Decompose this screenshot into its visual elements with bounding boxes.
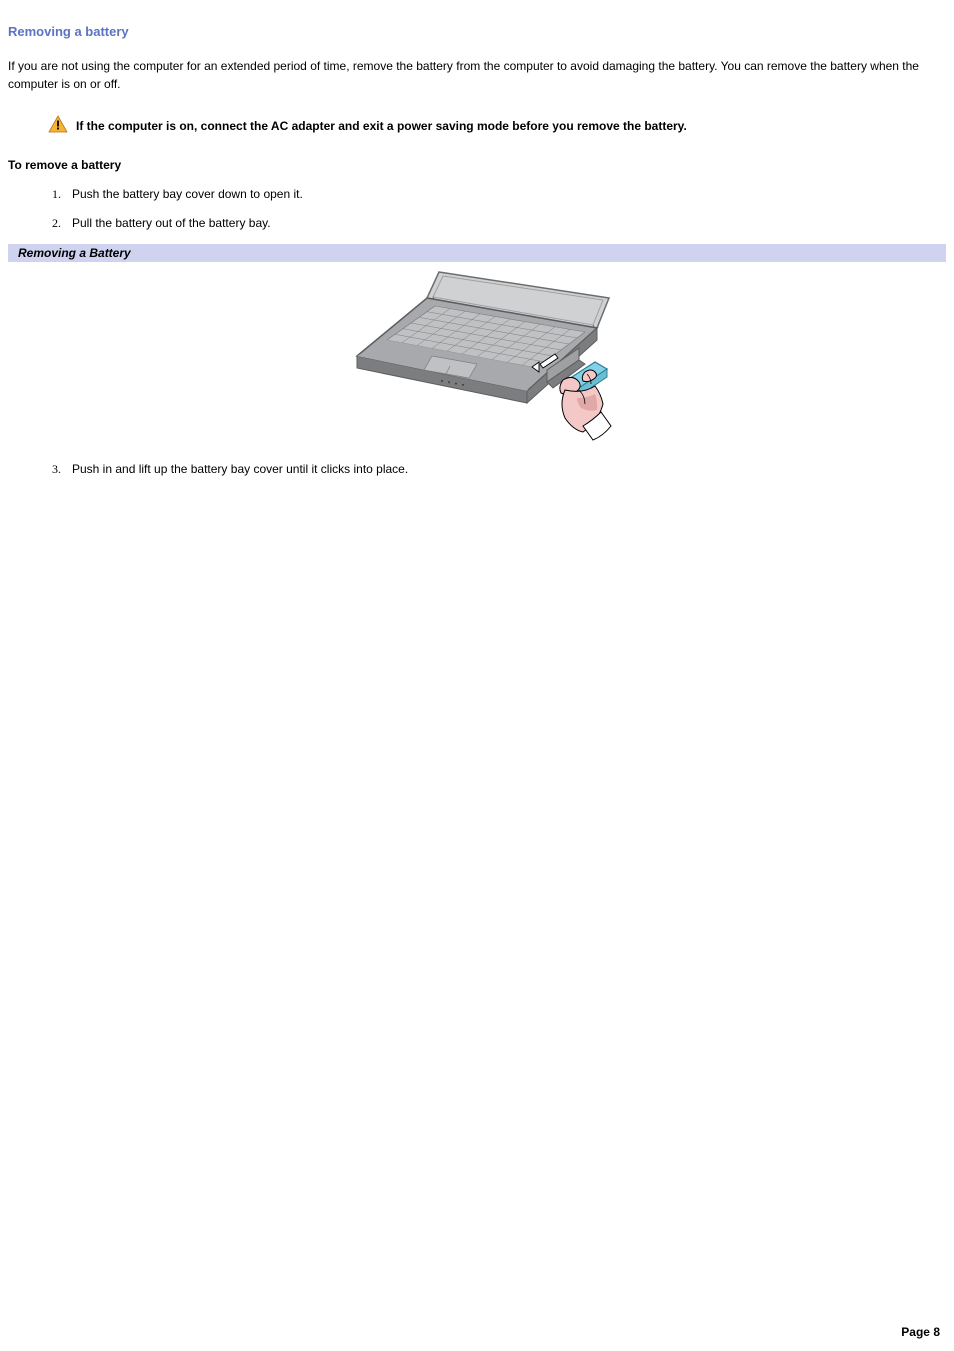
warning-block: If the computer is on, connect the AC ad… xyxy=(48,115,946,136)
page-number: Page 8 xyxy=(901,1325,940,1339)
warning-icon xyxy=(48,115,68,136)
warning-text: If the computer is on, connect the AC ad… xyxy=(76,119,687,133)
hand-illustration xyxy=(560,370,611,440)
page-title: Removing a battery xyxy=(8,24,946,39)
figure-caption: Removing a Battery xyxy=(8,244,946,262)
intro-paragraph: If you are not using the computer for an… xyxy=(8,57,946,93)
step-2: Pull the battery out of the battery bay. xyxy=(64,215,946,232)
steps-list-2: Push in and lift up the battery bay cove… xyxy=(8,461,946,478)
laptop-illustration xyxy=(327,268,627,443)
steps-list-1: Push the battery bay cover down to open … xyxy=(8,186,946,232)
step-1: Push the battery bay cover down to open … xyxy=(64,186,946,203)
procedure-heading: To remove a battery xyxy=(8,158,946,172)
step-3: Push in and lift up the battery bay cove… xyxy=(64,461,946,478)
figure-container xyxy=(8,268,946,443)
